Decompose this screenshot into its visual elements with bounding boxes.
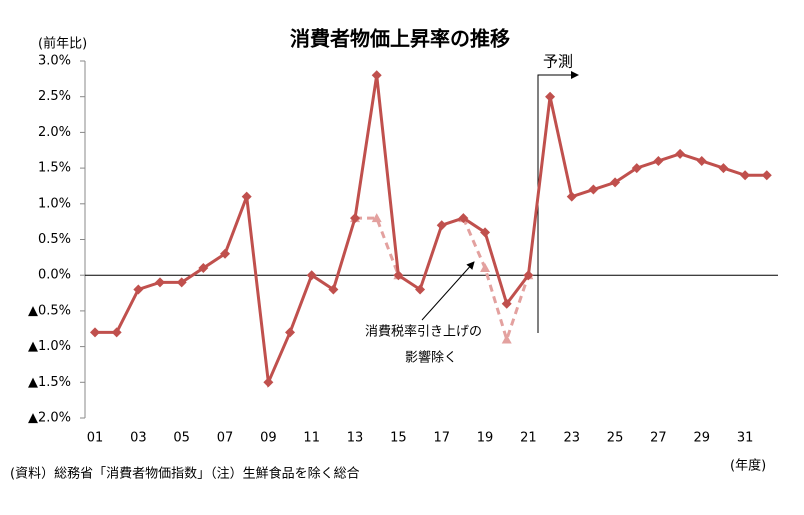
y-tick-label: 2.0% — [38, 125, 71, 140]
marker — [545, 91, 556, 102]
marker — [740, 170, 751, 181]
y-tick-label: ▲1.0% — [28, 339, 71, 354]
marker — [198, 263, 209, 274]
x-tick-label: 17 — [433, 431, 450, 446]
marker — [458, 213, 469, 224]
x-tick-label: 27 — [650, 431, 667, 446]
marker — [480, 227, 491, 238]
x-unit: (年度) — [730, 458, 766, 474]
marker — [696, 155, 707, 166]
x-tick-label: 07 — [217, 431, 234, 446]
x-tick-label: 19 — [477, 431, 494, 446]
marker — [631, 163, 642, 174]
marker — [415, 284, 426, 295]
x-tick-label: 01 — [87, 431, 104, 446]
y-unit: (前年比) — [38, 36, 87, 52]
y-tick-label: 3.0% — [38, 54, 71, 69]
marker — [675, 148, 686, 159]
x-tick-label: 09 — [260, 431, 277, 446]
marker — [718, 163, 729, 174]
marker — [155, 277, 166, 288]
annotation: 消費税率引き上げの — [365, 324, 482, 340]
marker — [90, 327, 100, 338]
marker — [371, 213, 382, 223]
y-tick-label: ▲0.5% — [28, 303, 71, 318]
marker — [610, 177, 621, 188]
y-tick-label: ▲1.5% — [28, 375, 71, 390]
marker — [501, 334, 512, 344]
x-tick-label: 21 — [520, 431, 537, 446]
marker — [350, 213, 361, 224]
x-tick-label: 23 — [563, 431, 580, 446]
forecast-label: 予測 — [543, 53, 573, 71]
forecast-arrow — [537, 71, 579, 333]
x-tick-label: 31 — [737, 431, 754, 446]
y-tick-label: ▲2.0% — [28, 411, 71, 426]
y-tick-label: 0.0% — [38, 268, 71, 283]
source: (資料）総務省「消費者物価指数」（注）生鮮食品を除く総合 — [10, 466, 360, 482]
y-tick-label: 2.5% — [38, 89, 71, 104]
marker — [328, 284, 339, 295]
marker — [566, 191, 577, 202]
marker — [588, 184, 599, 195]
marker — [133, 284, 144, 295]
marker — [393, 270, 404, 281]
annotation-arrow — [421, 261, 475, 321]
y-tick-label: 0.5% — [38, 232, 71, 247]
annotation: 影響除く — [405, 350, 457, 366]
x-tick-label: 11 — [303, 431, 320, 446]
chart-title: 消費者物価上昇率の推移 — [290, 27, 510, 51]
marker — [176, 277, 187, 288]
marker — [523, 270, 534, 281]
x-tick-label: 05 — [173, 431, 190, 446]
marker — [263, 377, 274, 388]
marker — [285, 327, 296, 338]
marker — [241, 191, 252, 202]
y-tick-label: 1.5% — [38, 161, 71, 176]
marker — [371, 70, 382, 81]
y-tick-label: 1.0% — [38, 196, 71, 211]
series-line — [355, 216, 530, 345]
marker — [306, 270, 317, 281]
marker — [111, 327, 122, 338]
x-tick-label: 25 — [607, 431, 624, 446]
marker — [501, 298, 512, 309]
marker — [220, 248, 231, 259]
x-tick-label: 15 — [390, 431, 407, 446]
x-tick-label: 03 — [130, 431, 147, 446]
marker — [436, 220, 447, 231]
marker — [653, 155, 664, 166]
x-tick-label: 13 — [347, 431, 364, 446]
marker — [480, 263, 491, 273]
marker — [761, 170, 772, 181]
x-tick-label: 29 — [693, 431, 710, 446]
